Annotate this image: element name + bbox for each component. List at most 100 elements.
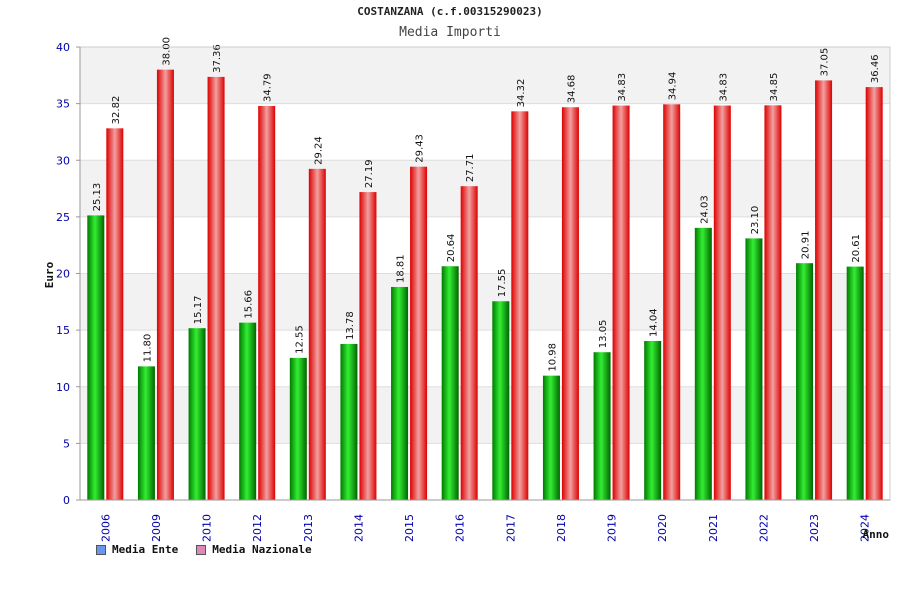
bar-media-ente-2012 [239, 322, 257, 500]
chart-subtitle: Media Importi [399, 25, 501, 40]
bar-media-nazionale-2016 [460, 186, 478, 500]
legend-swatch-nazionale [196, 544, 207, 555]
bar-media-ente-2021 [694, 227, 712, 501]
data-label-ente-2018: 10.98 [547, 343, 558, 372]
x-tick-label-2023: 2023 [808, 514, 821, 542]
bar-media-ente-2022 [745, 238, 763, 500]
bar-media-nazionale-2015 [410, 166, 428, 500]
axes: 0 5 10 15 20 25 30 35 40 2006 2009 2010 2012 2013 2014… [43, 41, 891, 542]
x-tick-label-2013: 2013 [302, 514, 315, 542]
x-tick-label-2022: 2022 [757, 514, 770, 542]
bar-media-nazionale-2020 [663, 104, 681, 500]
x-tick-label-2015: 2015 [403, 514, 416, 542]
bar-media-ente-2019 [593, 352, 611, 500]
legend-label-ente: Media Ente [112, 543, 179, 556]
bar-media-ente-2020 [644, 340, 662, 500]
y-tick-label: 25 [56, 211, 70, 224]
data-label-nazionale-2022: 34.85 [769, 73, 780, 102]
legend: Media Ente Media Nazionale [96, 543, 312, 556]
data-label-ente-2015: 18.81 [396, 254, 407, 283]
bar-media-ente-2015 [391, 286, 409, 500]
data-label-ente-2013: 12.55 [294, 325, 305, 354]
data-label-ente-2024: 20.61 [851, 234, 862, 263]
y-tick-label: 15 [56, 324, 70, 337]
data-label-nazionale-2014: 27.19 [364, 159, 375, 188]
chart-title: COSTANZANA (c.f.00315290023) [357, 5, 543, 18]
y-tick-label: 40 [56, 41, 70, 54]
data-labels: 25.13 32.82 11.80 38.00 15.17 37.36 15.66 34.79… [92, 37, 881, 372]
data-label-nazionale-2019: 34.83 [617, 73, 628, 102]
data-label-nazionale-2024: 36.46 [870, 54, 881, 83]
data-label-ente-2014: 13.78 [345, 311, 356, 340]
x-tick-label-2020: 2020 [656, 514, 669, 542]
data-label-nazionale-2018: 34.68 [566, 75, 577, 104]
bar-media-nazionale-2024 [865, 87, 883, 500]
x-axis-title: Anno [863, 528, 890, 541]
x-tick-label-2019: 2019 [606, 514, 619, 542]
data-label-ente-2023: 20.91 [801, 231, 812, 260]
y-tick-label: 30 [56, 154, 70, 167]
data-label-nazionale-2013: 29.24 [313, 136, 324, 165]
x-tick-label-2010: 2010 [201, 514, 214, 542]
bar-media-nazionale-2021 [713, 105, 731, 501]
bar-media-ente-2023 [796, 263, 814, 500]
x-tick-label-2016: 2016 [454, 514, 467, 542]
data-label-nazionale-2015: 29.43 [415, 134, 426, 163]
x-tick-label-2014: 2014 [352, 514, 365, 542]
x-tick-label-2024: 2024 [859, 514, 872, 542]
x-tick-label-2021: 2021 [707, 514, 720, 542]
data-label-nazionale-2016: 27.71 [465, 154, 476, 183]
x-tick-label-2012: 2012 [251, 514, 264, 542]
bar-media-ente-2006 [87, 215, 105, 500]
bar-media-nazionale-2006 [106, 128, 124, 500]
data-label-ente-2009: 11.80 [142, 334, 153, 363]
bar-media-nazionale-2022 [764, 105, 782, 500]
data-label-ente-2012: 15.66 [244, 290, 255, 319]
data-label-ente-2006: 25.13 [92, 183, 103, 212]
y-tick-label: 20 [56, 268, 70, 281]
bar-media-nazionale-2010 [207, 76, 225, 500]
data-label-ente-2010: 15.17 [193, 296, 204, 325]
data-label-nazionale-2009: 38.00 [161, 37, 172, 66]
bar-media-ente-2009 [137, 366, 155, 500]
bar-media-ente-2016 [441, 266, 459, 500]
x-tick-label-2009: 2009 [150, 514, 163, 542]
y-tick-label: 5 [63, 437, 70, 450]
data-label-nazionale-2023: 37.05 [820, 48, 831, 77]
y-tick-label: 10 [56, 381, 70, 394]
x-tick-label-2017: 2017 [504, 514, 517, 542]
y-tick-label: 35 [56, 98, 70, 111]
x-tick-label-2006: 2006 [99, 514, 112, 542]
bar-media-ente-2010 [188, 328, 206, 500]
bars [87, 69, 883, 501]
data-label-nazionale-2017: 34.32 [516, 79, 527, 108]
data-label-ente-2019: 13.05 [598, 320, 609, 349]
x-tick-label-2018: 2018 [555, 514, 568, 542]
bar-media-nazionale-2019 [612, 105, 630, 501]
data-label-ente-2017: 17.55 [497, 269, 508, 298]
data-label-nazionale-2020: 34.94 [668, 72, 679, 101]
bar-media-nazionale-2018 [561, 107, 579, 501]
data-label-ente-2020: 14.04 [649, 308, 660, 337]
bar-media-ente-2013 [289, 357, 307, 500]
data-label-nazionale-2006: 32.82 [111, 96, 122, 125]
bar-media-nazionale-2009 [156, 69, 174, 501]
bar-media-ente-2017 [492, 301, 510, 500]
bar-media-ente-2018 [542, 375, 560, 500]
bar-media-nazionale-2023 [815, 80, 833, 500]
legend-swatch-ente [96, 544, 106, 555]
bar-media-nazionale-2014 [359, 192, 377, 501]
legend-label-nazionale: Media Nazionale [212, 543, 312, 556]
data-label-ente-2016: 20.64 [446, 234, 457, 263]
bar-media-nazionale-2012 [258, 106, 276, 501]
y-tick-label: 0 [63, 494, 70, 507]
legend-item-ente[interactable]: Media Ente [96, 543, 178, 556]
data-label-ente-2021: 24.03 [699, 195, 710, 224]
data-label-nazionale-2012: 34.79 [263, 73, 274, 102]
bar-media-ente-2024 [846, 266, 864, 500]
data-label-nazionale-2010: 37.36 [212, 44, 223, 73]
y-axis-title: Euro [43, 261, 56, 288]
legend-item-nazionale[interactable]: Media Nazionale [196, 543, 312, 556]
bar-media-nazionale-2013 [308, 168, 326, 500]
